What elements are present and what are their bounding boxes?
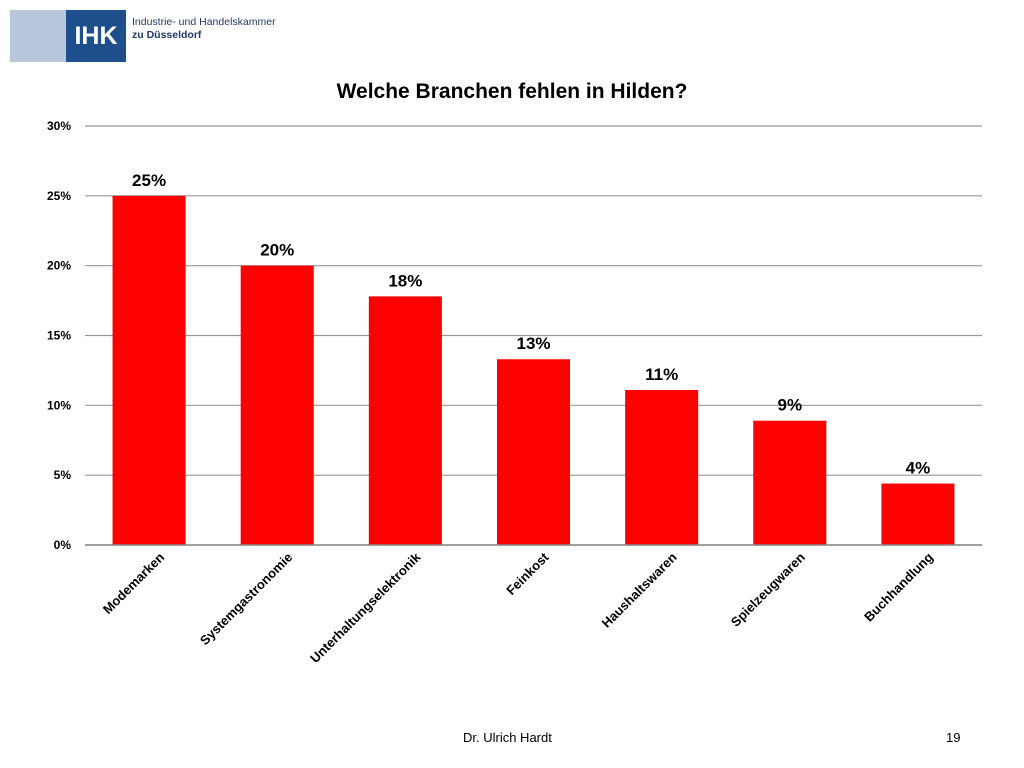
bar (625, 389, 699, 545)
category-label: Spielzeugwaren (728, 549, 808, 629)
y-tick-label: 20% (47, 259, 71, 273)
data-label: 20% (260, 241, 294, 260)
data-label: 9% (777, 396, 802, 415)
logo-org-line1: Industrie- und Handelskammer (132, 16, 276, 28)
y-tick-label: 15% (47, 329, 71, 343)
data-label: 18% (388, 271, 422, 290)
bar (753, 420, 827, 545)
chart-title: Welche Branchen fehlen in Hilden? (336, 80, 688, 103)
category-label: Systemgastronomie (197, 550, 295, 648)
category-label: Feinkost (503, 549, 552, 598)
y-tick-label: 0% (54, 538, 72, 552)
logo-abbr: IHK (66, 10, 126, 62)
y-tick-label: 30% (47, 119, 71, 133)
y-tick-label: 10% (47, 398, 71, 412)
data-label: 13% (516, 334, 550, 353)
y-tick-label: 5% (54, 468, 72, 482)
data-label: 25% (132, 171, 166, 190)
logo-org-line2: zu Düsseldorf (132, 29, 202, 41)
footer-author: Dr. Ulrich Hardt (463, 730, 552, 745)
bar (240, 265, 314, 545)
category-label: Modemarken (100, 549, 167, 616)
bar (496, 359, 571, 545)
page-number: 19 (946, 730, 961, 745)
logo-light-block (10, 10, 66, 62)
ihk-logo: IHK Industrie- und Handelskammer zu Düss… (10, 10, 276, 64)
category-label: Haushaltswaren (599, 549, 680, 630)
category-label: Buchhandlung (861, 549, 936, 624)
bar (112, 195, 186, 546)
bar (881, 483, 955, 545)
y-tick-label: 25% (47, 189, 71, 203)
data-label: 11% (645, 365, 678, 384)
data-label: 4% (906, 459, 931, 478)
bar (368, 296, 442, 545)
category-label: Unterhaltungselektronik (307, 549, 424, 666)
